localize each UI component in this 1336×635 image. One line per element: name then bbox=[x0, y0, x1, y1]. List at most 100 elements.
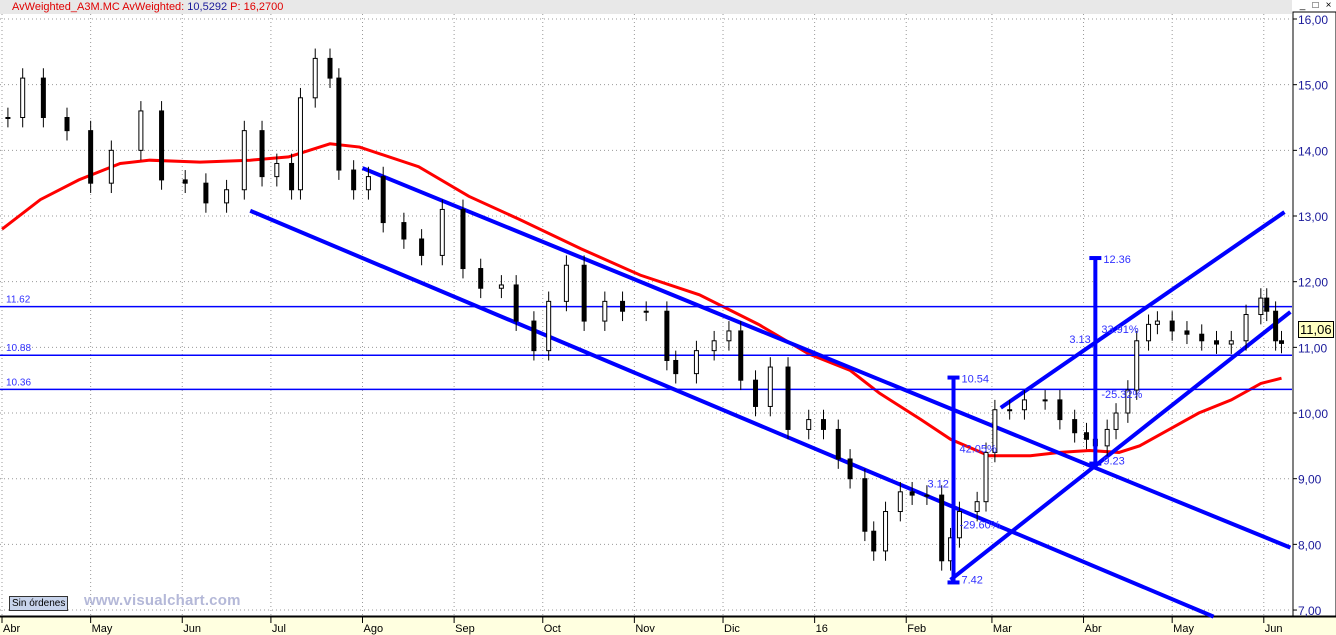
candle bbox=[289, 162, 295, 191]
candle bbox=[620, 300, 626, 312]
x-tick-label: 16 bbox=[816, 623, 828, 635]
x-tick-label: Abr bbox=[3, 623, 20, 635]
candle bbox=[806, 419, 812, 430]
candle bbox=[401, 222, 407, 240]
candle bbox=[1169, 320, 1175, 332]
candle bbox=[513, 284, 519, 322]
candle bbox=[478, 268, 484, 289]
candle bbox=[1184, 330, 1190, 335]
x-tick-label: Sep bbox=[455, 623, 475, 635]
measure-high-label: 10.54 bbox=[962, 374, 990, 386]
x-tick-label: Jun bbox=[183, 623, 201, 635]
close-button[interactable]: × bbox=[1325, 0, 1332, 11]
symbol-label: AvWeighted_A3M.MC bbox=[12, 1, 120, 13]
price-value: 16,2700 bbox=[243, 1, 284, 13]
candle bbox=[924, 494, 930, 497]
candle bbox=[365, 176, 371, 191]
candle bbox=[380, 176, 386, 224]
y-tick-label: 12,00 bbox=[1298, 276, 1328, 290]
candle bbox=[546, 300, 552, 352]
candle bbox=[460, 208, 466, 270]
x-tick-label: Nov bbox=[635, 623, 655, 635]
candle bbox=[581, 264, 587, 322]
measure-diff-label: 3.12 bbox=[928, 479, 949, 491]
candle bbox=[1243, 314, 1249, 342]
measure-cap-bottom bbox=[1089, 461, 1102, 466]
candle bbox=[40, 77, 46, 119]
y-tick-label: 13,00 bbox=[1298, 210, 1328, 224]
candle bbox=[1021, 399, 1027, 411]
candle bbox=[1199, 333, 1205, 342]
candle bbox=[643, 310, 649, 313]
candle bbox=[1007, 409, 1013, 412]
candle bbox=[1083, 432, 1089, 440]
chart-header: AvWeighted_A3M.MC AvWeighted: 10,5292 P:… bbox=[0, 0, 1292, 14]
measure-diff-label: 3.13 bbox=[1069, 334, 1090, 346]
x-tick-label: Jun bbox=[1265, 623, 1283, 635]
candle bbox=[956, 511, 962, 539]
measure-down-pct: -25.32% bbox=[1101, 389, 1142, 401]
x-axis-strip bbox=[0, 617, 1336, 635]
horizontal-level-label: 10.36 bbox=[6, 377, 31, 388]
candle bbox=[939, 494, 945, 562]
candle bbox=[182, 179, 188, 184]
indicator-label: AvWeighted: bbox=[122, 1, 185, 13]
candle bbox=[1104, 428, 1110, 447]
horizontal-level-label: 10.88 bbox=[6, 343, 31, 354]
orders-button[interactable]: Sin órdenes bbox=[9, 596, 69, 611]
candle bbox=[983, 451, 989, 503]
y-tick-label: 9,00 bbox=[1298, 473, 1322, 487]
candle bbox=[785, 366, 791, 430]
candle bbox=[1134, 340, 1140, 391]
candle bbox=[531, 320, 537, 352]
x-tick-label: Abr bbox=[1085, 623, 1102, 635]
y-tick-label: 10,00 bbox=[1298, 407, 1328, 421]
candle bbox=[297, 97, 303, 191]
x-tick-label: Mar bbox=[993, 623, 1012, 635]
candle bbox=[327, 57, 333, 79]
maximize-button[interactable]: □ bbox=[1312, 0, 1319, 11]
candle bbox=[203, 182, 209, 204]
candle bbox=[64, 117, 70, 132]
candle bbox=[138, 110, 144, 151]
candle bbox=[974, 501, 980, 513]
window-buttons: _ □ × bbox=[1297, 1, 1334, 11]
y-tick-label: 16,00 bbox=[1298, 13, 1328, 27]
candle bbox=[664, 310, 670, 361]
candle bbox=[820, 419, 826, 430]
last-price-badge: 11,06 bbox=[1298, 321, 1334, 338]
y-axis-panel bbox=[1292, 11, 1336, 617]
candle bbox=[274, 162, 280, 178]
x-tick-label: Feb bbox=[907, 623, 926, 635]
candle bbox=[336, 77, 342, 171]
trendline bbox=[999, 210, 1286, 410]
candle bbox=[693, 350, 699, 375]
measure-high-label: 12.36 bbox=[1103, 254, 1131, 266]
x-tick-label: May bbox=[92, 623, 113, 635]
measure-up-pct: 42.05% bbox=[960, 444, 998, 456]
measure-up-pct: 33.91% bbox=[1101, 324, 1139, 336]
minimize-button[interactable]: _ bbox=[1299, 0, 1306, 11]
candle bbox=[909, 491, 915, 496]
candle bbox=[20, 77, 26, 119]
y-tick-label: 8,00 bbox=[1298, 538, 1322, 552]
candle bbox=[602, 300, 608, 322]
candle bbox=[767, 366, 773, 407]
candle bbox=[738, 330, 744, 381]
watermark: www.visualchart.com bbox=[84, 592, 241, 609]
trendline bbox=[949, 310, 1292, 582]
horizontal-level-label: 11.62 bbox=[6, 295, 31, 306]
measure-low-label: 9.23 bbox=[1103, 456, 1124, 468]
candle bbox=[241, 130, 247, 191]
candle bbox=[498, 284, 504, 289]
candle bbox=[312, 57, 318, 99]
candle bbox=[871, 530, 877, 552]
measure-low-label: 7.42 bbox=[962, 574, 983, 586]
candle bbox=[1279, 340, 1285, 344]
candle bbox=[159, 110, 165, 181]
candle bbox=[1072, 419, 1078, 434]
candle bbox=[88, 130, 94, 184]
candle bbox=[862, 478, 868, 532]
x-tick-label: May bbox=[1173, 623, 1194, 635]
